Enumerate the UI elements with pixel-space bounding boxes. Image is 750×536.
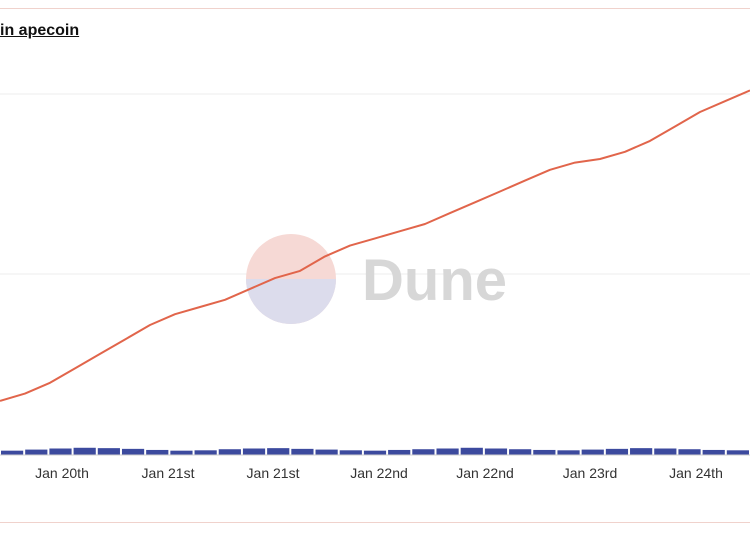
volume-bar[interactable] [339, 450, 362, 455]
volume-bar[interactable] [605, 448, 629, 455]
chart-frame-top-border [0, 8, 750, 9]
x-tick-label: Jan 24th [669, 465, 723, 481]
volume-bar[interactable] [170, 450, 193, 455]
chart-frame-bottom-border [0, 522, 750, 523]
x-tick-label: Jan 21st [142, 465, 195, 481]
volume-bar[interactable] [49, 448, 72, 455]
volume-bar[interactable] [581, 449, 604, 455]
bar-series [1, 447, 749, 455]
volume-bar[interactable] [484, 448, 508, 455]
volume-bar[interactable] [73, 447, 96, 455]
watermark-logo-bottom [246, 279, 336, 324]
watermark-text: Dune [362, 248, 507, 313]
volume-bar[interactable] [291, 448, 314, 455]
volume-bar[interactable] [436, 448, 459, 455]
x-tick-label: Jan 21st [247, 465, 300, 481]
volume-bar[interactable] [194, 450, 217, 455]
x-tick-label: Jan 20th [35, 465, 89, 481]
volume-bar[interactable] [630, 448, 653, 455]
cumulative-line[interactable] [0, 89, 750, 402]
volume-bar[interactable] [509, 449, 532, 455]
volume-bar[interactable] [460, 447, 483, 455]
volume-bar[interactable] [242, 448, 266, 455]
gridlines [0, 93, 750, 275]
volume-bar[interactable] [97, 448, 120, 455]
volume-bar[interactable] [412, 449, 435, 455]
volume-bar[interactable] [702, 449, 725, 455]
x-tick-label: Jan 23rd [563, 465, 617, 481]
volume-bar[interactable] [218, 449, 241, 455]
volume-bar[interactable] [654, 448, 677, 455]
volume-bar[interactable] [363, 450, 387, 455]
volume-bar[interactable] [267, 448, 290, 455]
volume-bar[interactable] [121, 448, 145, 455]
x-tick-label: Jan 22nd [456, 465, 514, 481]
volume-bar[interactable] [678, 449, 701, 455]
volume-bar[interactable] [557, 450, 580, 455]
volume-bar[interactable] [25, 449, 48, 455]
x-tick-label: Jan 22nd [350, 465, 408, 481]
line-series [0, 89, 750, 402]
volume-bar[interactable] [726, 450, 749, 455]
volume-bar[interactable] [388, 449, 411, 455]
dune-watermark: Dune [246, 234, 507, 324]
chart-title[interactable]: in apecoin [0, 22, 80, 39]
volume-bar[interactable] [533, 449, 556, 455]
volume-bar[interactable] [146, 449, 169, 455]
volume-bar[interactable] [1, 450, 24, 455]
volume-bar[interactable] [315, 449, 338, 455]
x-axis-ticks: Jan 20th Jan 21st Jan 21st Jan 22nd Jan 22nd… [35, 465, 723, 481]
